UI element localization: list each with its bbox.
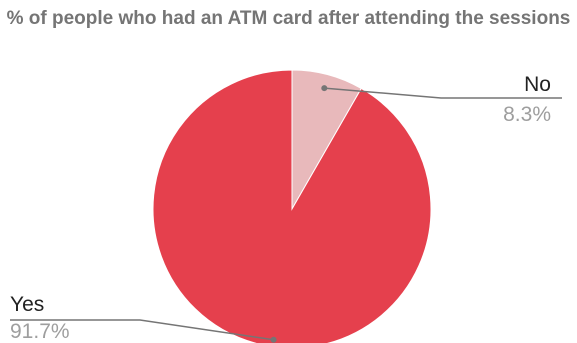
leader-line-yes-dot bbox=[270, 336, 277, 343]
leader-line-yes bbox=[10, 319, 274, 341]
slice-label-yes: Yes bbox=[10, 293, 44, 316]
leader-lines bbox=[10, 85, 562, 343]
slice-value-no: 8.3% bbox=[503, 103, 551, 126]
leader-line-no-dot bbox=[321, 85, 328, 92]
leader-line-no bbox=[324, 87, 562, 99]
slice-value-yes: 91.7% bbox=[10, 320, 70, 343]
pie-slice-yes bbox=[152, 69, 432, 343]
chart-title: % of people who had an ATM card after at… bbox=[6, 8, 571, 29]
pie-slices bbox=[152, 69, 432, 343]
slice-label-no: No bbox=[524, 73, 551, 96]
